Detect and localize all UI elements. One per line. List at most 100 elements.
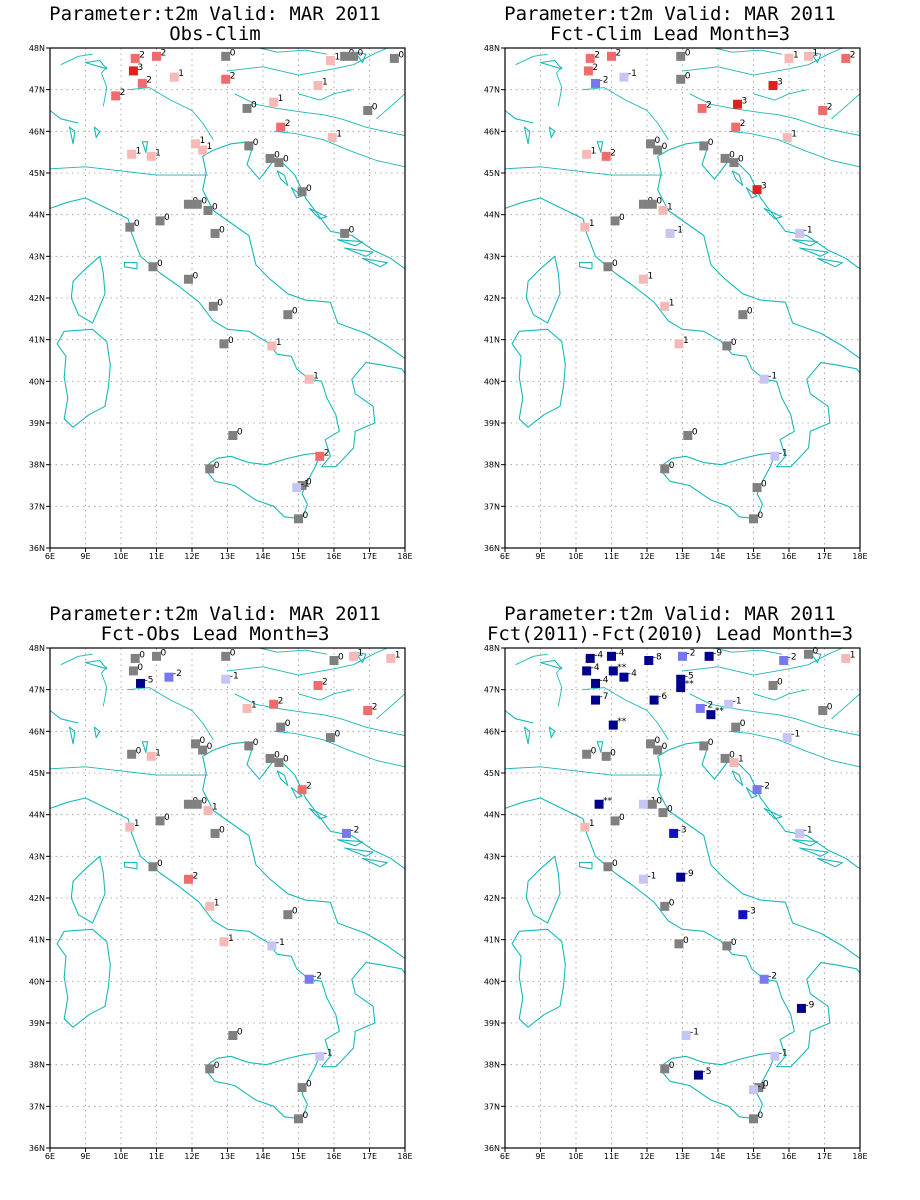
border-line [728, 130, 861, 168]
station-value-label: 0 [201, 196, 207, 206]
y-tick-label: 44N [29, 811, 45, 820]
border-line [273, 130, 406, 168]
x-tick-label: 18E [852, 1152, 867, 1161]
station-value-label: 2 [146, 75, 152, 85]
x-tick-label: 9E [80, 552, 90, 561]
station-value-label: -1 [230, 671, 239, 681]
station-value-label: 0 [692, 428, 698, 438]
x-tick-label: 18E [397, 552, 412, 561]
y-tick-label: 38N [484, 461, 500, 470]
island-outline [816, 857, 843, 868]
y-tick-label: 44N [29, 211, 45, 220]
station-marker [210, 828, 220, 838]
island-outline [799, 847, 829, 857]
station-marker [779, 656, 789, 665]
station-marker [693, 1070, 703, 1080]
station-value-label: 0 [731, 938, 737, 948]
station-marker [274, 158, 284, 168]
station-marker [267, 341, 277, 351]
station-value-label: 2 [706, 100, 712, 110]
station-marker [676, 51, 686, 61]
station-marker [276, 722, 286, 732]
station-value-label: 0 [758, 1111, 764, 1121]
sardinia-outline [56, 928, 111, 1028]
lake-outline [141, 141, 149, 153]
station-marker [754, 1083, 764, 1093]
station-marker [363, 106, 373, 115]
station-marker [269, 699, 279, 709]
station-marker [341, 828, 351, 838]
station-marker [148, 262, 158, 272]
station-marker [610, 816, 620, 826]
station-marker [297, 481, 307, 490]
x-tick-label: 16E [781, 552, 796, 561]
station-value-label: 1 [669, 298, 675, 308]
station-value-label: -2 [313, 971, 322, 981]
station-value-label: 1 [200, 136, 206, 146]
station-marker [722, 341, 732, 351]
panel-fct-obs: Parameter:t2m Valid: MAR 2011 Fct-Obs Le… [0, 600, 430, 1190]
lake-outline [84, 59, 108, 70]
station-value-label: 2 [278, 696, 284, 706]
station-value-label: 0 [164, 213, 170, 223]
island-outline [731, 770, 744, 787]
station-value-label: -2 [600, 75, 609, 85]
station-value-label: 2 [850, 50, 856, 60]
station-marker [327, 133, 337, 143]
x-tick-label: 12E [639, 1152, 654, 1161]
station-value-label: 1 [214, 898, 220, 908]
station-value-label: 0 [214, 461, 220, 471]
island-outline [816, 257, 843, 268]
station-value-label: 0 [192, 271, 198, 281]
station-value-label: -1 [779, 448, 788, 458]
station-value-label: -1 [758, 1082, 767, 1092]
station-marker [731, 722, 741, 732]
station-marker [146, 151, 156, 161]
station-value-label: -1 [779, 1048, 788, 1058]
station-marker [127, 749, 137, 759]
coastline-adriatic [202, 141, 406, 359]
station-marker [660, 901, 670, 911]
station-value-label: -3 [678, 825, 687, 835]
station-value-label: 0 [612, 259, 618, 269]
border-line [515, 653, 548, 666]
border-line [504, 166, 663, 176]
border-line [101, 66, 108, 107]
station-marker [676, 674, 686, 684]
station-marker [759, 374, 769, 384]
border-line [298, 689, 352, 701]
station-marker [752, 185, 762, 195]
station-marker [619, 72, 629, 82]
coastline-tyrrhenian [504, 197, 861, 468]
station-value-label: -9 [685, 869, 694, 879]
elba-outline [123, 262, 138, 270]
station-value-label: 0 [137, 663, 143, 673]
station-value-label: 0 [740, 719, 746, 729]
panel-subtitle: Fct-Clim Lead Month=3 [549, 23, 791, 45]
station-marker [582, 666, 592, 676]
station-value-label: 1 [591, 146, 597, 156]
station-value-label: 0 [230, 648, 236, 658]
station-value-label: ** [617, 717, 627, 727]
y-tick-label: 46N [29, 127, 45, 136]
station-value-label: 0 [619, 813, 625, 823]
station-value-label: 0 [619, 213, 625, 223]
station-value-label: 0 [758, 511, 764, 521]
station-marker [386, 653, 396, 663]
station-marker [784, 53, 794, 63]
station-value-label: 0 [230, 48, 236, 58]
island-outline [745, 787, 758, 799]
station-value-label: -4 [591, 663, 600, 673]
border-line [682, 47, 843, 76]
station-value-label: 1 [813, 48, 819, 58]
panel-obs-clim: Parameter:t2m Valid: MAR 2011 Obs-Clim 6… [0, 0, 430, 590]
station-value-label: 0 [201, 796, 207, 806]
elba-outline [123, 862, 138, 870]
border-line [60, 653, 93, 666]
station-marker [658, 808, 668, 818]
station-value-label: -2 [687, 648, 696, 658]
panel-subtitle: Fct(2011)-Fct(2010) Lead Month=3 [486, 623, 854, 645]
station-value-label: -4 [594, 650, 603, 660]
station-marker [274, 758, 284, 768]
station-value-label: 3 [742, 96, 748, 106]
